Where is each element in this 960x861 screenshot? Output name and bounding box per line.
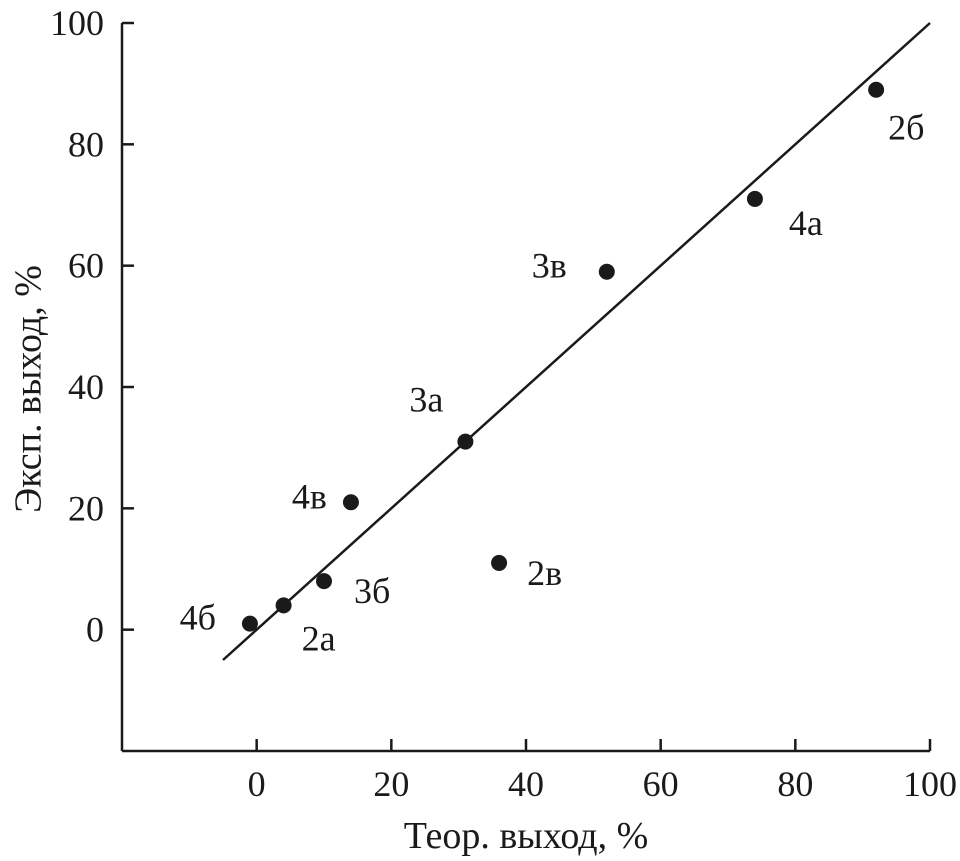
x-axis-title: Теор. выход, % [404, 815, 649, 857]
data-point [342, 494, 359, 511]
x-tick-label: 20 [373, 764, 409, 804]
fit-line [222, 22, 931, 661]
x-tick-label: 0 [248, 764, 266, 804]
point-labels: 2а 2б 2в 3а 3б 3в 4а 4б 4в [180, 108, 925, 659]
y-tick-label: 40 [68, 367, 104, 407]
x-tick-label: 100 [903, 764, 957, 804]
x-tick-label: 40 [508, 764, 544, 804]
data-point [316, 573, 332, 590]
data-points [241, 81, 885, 632]
x-tick-label: 80 [777, 764, 813, 804]
point-label: 2а [302, 618, 336, 658]
data-point [598, 263, 615, 280]
point-label: 3а [409, 380, 443, 420]
data-point [868, 81, 885, 98]
point-label: 2б [888, 108, 924, 148]
data-point [746, 190, 763, 207]
x-tick-label: 60 [643, 764, 679, 804]
y-tick-label: 20 [68, 488, 104, 528]
fit-line-group [222, 22, 931, 661]
point-label: 4б [180, 598, 216, 638]
point-label: 3б [354, 571, 390, 611]
data-point [491, 554, 508, 571]
point-label: 4в [292, 476, 327, 516]
y-axis-ticks: 0 20 40 60 80 100 [50, 3, 134, 650]
point-label: 4а [789, 203, 823, 243]
point-label: 2в [527, 553, 562, 593]
y-tick-label: 60 [68, 246, 104, 286]
data-point [275, 597, 292, 614]
y-axis-title: Эксп. выход, % [8, 265, 50, 513]
data-point [241, 615, 258, 632]
y-tick-label: 80 [68, 124, 104, 164]
y-tick-label: 100 [50, 3, 104, 43]
y-tick-label: 0 [86, 610, 104, 650]
data-point [457, 433, 474, 450]
x-axis-ticks: 0 20 40 60 80 100 [248, 739, 957, 804]
point-label: 3в [532, 246, 567, 286]
